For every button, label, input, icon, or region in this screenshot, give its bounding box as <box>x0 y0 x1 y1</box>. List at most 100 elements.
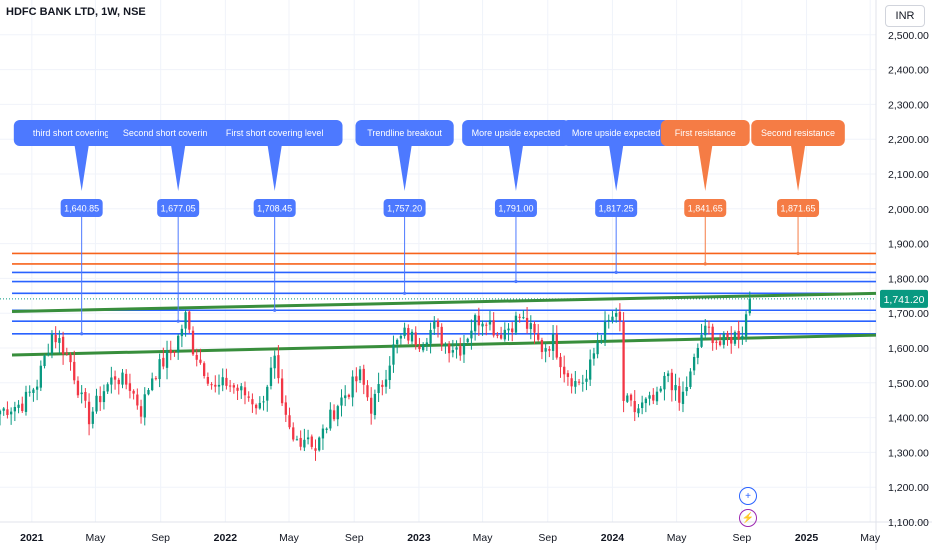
callout-bubble <box>462 120 570 146</box>
callout-value-box <box>684 199 727 217</box>
candle-body <box>440 326 443 345</box>
last-price-label: 1,741.20 <box>884 294 925 306</box>
candle-body <box>707 326 711 328</box>
candle-body <box>288 415 291 428</box>
horizontal-levels <box>0 252 876 335</box>
candle-body <box>188 311 191 330</box>
candle-body <box>13 406 16 412</box>
candle-body <box>9 411 13 415</box>
lightning-icon[interactable]: ⚡ <box>739 509 757 527</box>
candle-body <box>295 439 299 441</box>
y-tick-label: 1,100.00 <box>888 517 929 529</box>
candle-body <box>377 384 380 394</box>
x-tick-label: 2022 <box>214 532 238 544</box>
candle-body <box>711 326 714 344</box>
candle-body <box>284 402 287 415</box>
plus-circle-icon[interactable]: + <box>739 487 757 505</box>
y-tick-label: 1,600.00 <box>888 343 929 355</box>
candle-body <box>726 333 729 338</box>
candle-body <box>318 437 321 451</box>
candle-body <box>670 372 673 391</box>
candle-body <box>277 355 280 379</box>
candle-body <box>225 377 228 386</box>
candle-body <box>91 411 94 424</box>
x-tick-label: Sep <box>538 532 557 544</box>
candle-body <box>585 378 588 382</box>
candle-body <box>28 391 31 393</box>
candles <box>0 291 751 461</box>
callout-value-box <box>494 199 537 217</box>
candle-body <box>344 395 347 399</box>
candle-body <box>462 343 466 355</box>
candle-body <box>485 324 488 326</box>
candle-body <box>704 325 707 336</box>
candle-body <box>221 377 224 386</box>
candle-body <box>95 395 98 412</box>
candle-body <box>629 394 633 401</box>
callout-value-box <box>157 199 200 217</box>
candle-body <box>169 349 172 354</box>
candle-body <box>718 341 722 346</box>
candle-body <box>473 315 477 332</box>
candle-body <box>733 332 737 344</box>
candle-body <box>6 409 9 416</box>
price-axis[interactable]: 1,100.00 1,200.00 1,300.00 1,400.00 1,500.00… <box>880 30 929 529</box>
candle-body <box>113 376 117 380</box>
candle-body <box>106 384 109 392</box>
callout-label: Second resistance <box>761 128 835 138</box>
candle-body <box>210 384 213 386</box>
candle-body <box>533 323 536 333</box>
candle-body <box>722 333 725 345</box>
time-axis[interactable]: 2021 May Sep 2022 May Sep 2023 May Sep 2024 May Sep… <box>20 532 881 544</box>
candle-body <box>366 385 369 398</box>
candle-body <box>551 334 555 351</box>
callout-anchor <box>176 319 180 323</box>
callout-label: First resistance <box>675 128 736 138</box>
candle-body <box>436 320 440 327</box>
candle-body <box>373 393 377 416</box>
candle-body <box>102 391 106 403</box>
candle-body <box>362 368 365 385</box>
candle-body <box>128 383 132 391</box>
candle-body <box>43 355 46 367</box>
x-tick-label: May <box>279 532 300 544</box>
currency-selector[interactable]: INR <box>885 5 925 27</box>
y-tick-label: 1,300.00 <box>888 447 929 459</box>
candle-body <box>388 365 391 381</box>
candle-body <box>548 349 551 351</box>
x-tick-label: May <box>86 532 107 544</box>
callout-value-label: 1,871.65 <box>781 204 816 214</box>
callout-value-label: 1,757.20 <box>387 204 422 214</box>
candle-body <box>314 448 317 451</box>
candle-body <box>147 390 150 395</box>
candle-body <box>481 323 484 327</box>
candle-body <box>306 437 310 440</box>
candle-body <box>433 321 436 329</box>
y-tick-label: 2,000.00 <box>888 204 929 216</box>
candle-body <box>674 385 677 391</box>
candle-body <box>24 391 28 412</box>
candle-body <box>455 347 458 350</box>
candle-body <box>340 397 343 406</box>
callout-bubble <box>206 120 343 146</box>
candle-body <box>655 391 659 402</box>
callout-pointer <box>171 146 186 191</box>
candle-body <box>258 402 261 409</box>
candle-body <box>2 408 5 411</box>
candle-body <box>477 315 480 326</box>
candle-body <box>325 428 328 430</box>
candle-body <box>61 336 65 354</box>
callout-label: Trendline breakout <box>367 128 442 138</box>
candle-body <box>121 372 124 385</box>
candle-body <box>203 363 206 377</box>
candle-body <box>73 361 76 381</box>
candle-body <box>566 373 570 377</box>
candle-body <box>403 327 406 337</box>
candle-body <box>429 329 432 344</box>
callout-value-box <box>777 199 820 217</box>
callout-anchor <box>273 308 277 312</box>
candle-body <box>355 376 358 382</box>
candle-body <box>236 387 239 391</box>
